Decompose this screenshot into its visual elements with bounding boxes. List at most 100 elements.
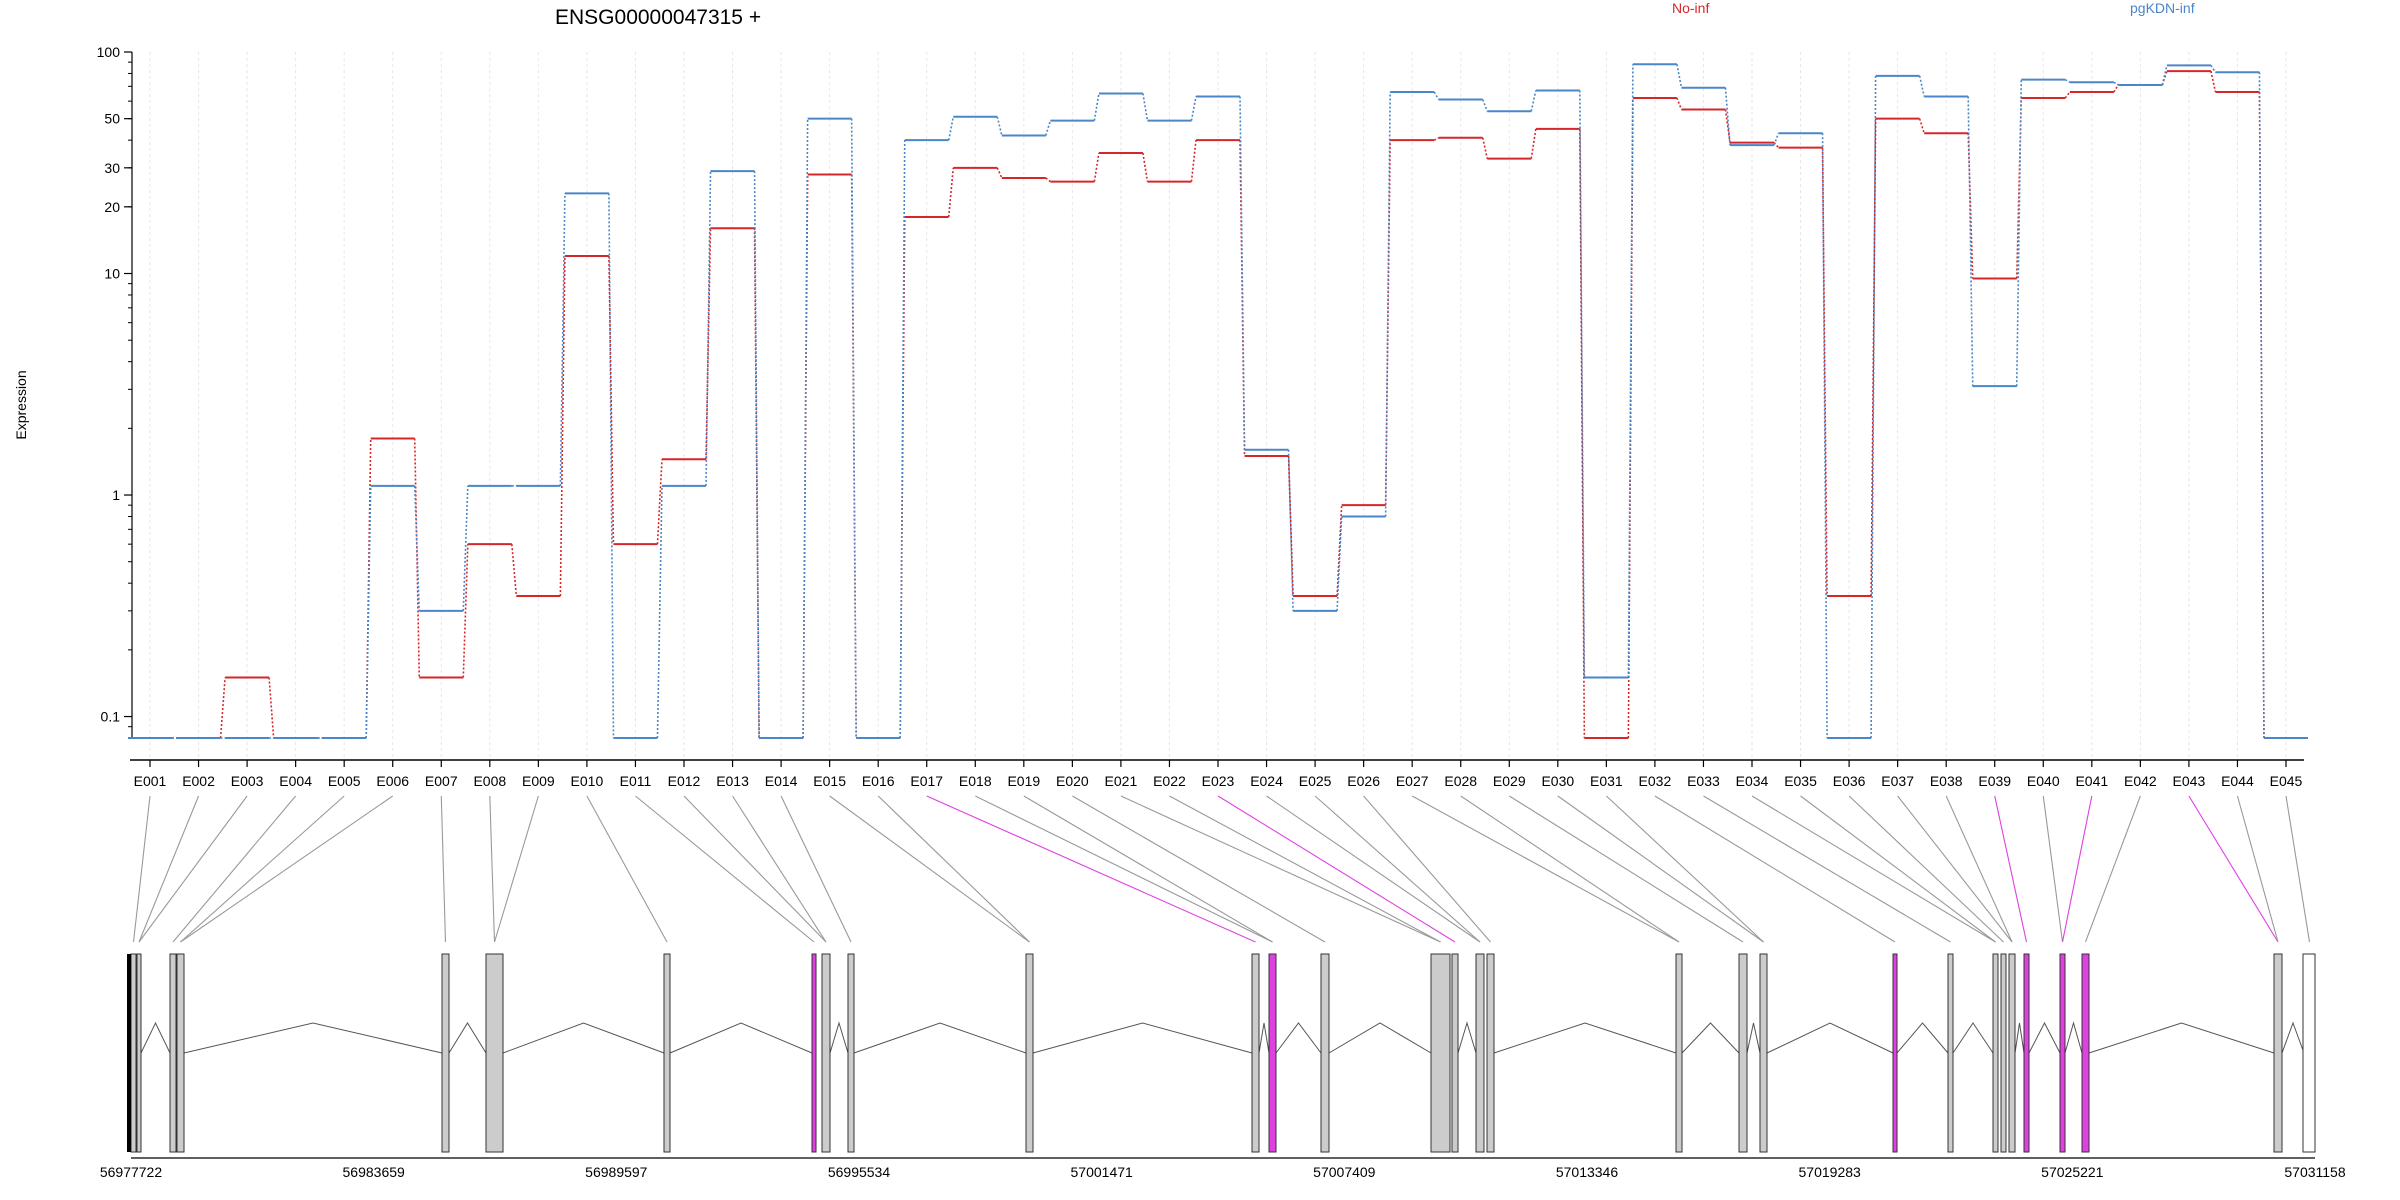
mapping-line xyxy=(829,795,1030,943)
x-tick-label: E006 xyxy=(376,773,409,789)
mapping-line xyxy=(1897,795,2013,943)
connector-pgkdn-inf xyxy=(2258,72,2265,739)
intron xyxy=(2088,1022,2275,1054)
genomic-tick-label: 57031158 xyxy=(2284,1164,2345,1180)
y-tick-label: 0.1 xyxy=(101,709,121,725)
mapping-line xyxy=(1460,795,1680,943)
intron xyxy=(2281,1021,2305,1054)
connector-pgkdn-inf xyxy=(1579,90,1586,678)
exon xyxy=(1430,953,1451,1153)
connector-no-inf xyxy=(1821,147,1828,597)
connector-pgkdn-inf xyxy=(753,171,760,739)
connector-pgkdn-inf xyxy=(1190,96,1197,121)
genomic-axis: 56977722 56983659 56989597 56995534 57001471… xyxy=(100,1164,2346,1180)
mapping-line xyxy=(1363,795,1491,943)
genomic-tick-label: 57001471 xyxy=(1071,1164,1134,1180)
exon xyxy=(1025,953,1034,1153)
mapping-line xyxy=(1266,795,1481,943)
intron xyxy=(2028,1021,2061,1054)
mapping-line xyxy=(1800,795,1996,943)
genomic-tick-label: 56989597 xyxy=(585,1164,648,1180)
x-tick-label: E008 xyxy=(473,773,506,789)
connector-pgkdn-inf xyxy=(1142,93,1149,121)
y-axis-label: Expression xyxy=(13,370,29,439)
connector-no-inf xyxy=(219,677,226,739)
intron xyxy=(1952,1022,1994,1054)
mapping-line xyxy=(1654,795,1896,943)
x-tick-label: E004 xyxy=(279,773,312,789)
connector-pgkdn-inf xyxy=(608,193,615,739)
x-tick-label: E002 xyxy=(182,773,215,789)
connector-pgkdn-inf xyxy=(996,116,1003,136)
exon xyxy=(1451,953,1459,1153)
connector-no-inf xyxy=(1045,177,1051,183)
intron xyxy=(1896,1022,1949,1054)
x-tick-label: E001 xyxy=(134,773,167,789)
x-tick-label: E029 xyxy=(1493,773,1526,789)
mapping-line xyxy=(877,795,1030,943)
exon xyxy=(1947,953,1954,1153)
intron xyxy=(1766,1022,1894,1054)
mapping-line xyxy=(780,795,852,943)
mapping-line xyxy=(683,795,827,943)
connector-pgkdn-inf xyxy=(1384,91,1391,517)
mapping-line xyxy=(138,795,200,943)
series-layer xyxy=(128,63,2308,739)
exon xyxy=(441,953,450,1153)
gene-start-marker xyxy=(127,954,131,1152)
mapping-line xyxy=(138,795,248,943)
intron xyxy=(1457,1021,1477,1054)
mapping-line xyxy=(1751,795,1996,943)
mapping-line xyxy=(489,795,496,943)
connector-no-inf xyxy=(608,255,615,545)
mapping-line xyxy=(1557,795,1764,943)
connector-no-inf xyxy=(1433,137,1440,141)
exon xyxy=(847,953,855,1153)
connector-no-inf xyxy=(1093,152,1100,182)
x-tick-label: E009 xyxy=(522,773,555,789)
mapping-line xyxy=(132,795,151,943)
mapping-line xyxy=(1945,795,2013,943)
x-tick-label: E038 xyxy=(1930,773,1963,789)
x-tick-label: E007 xyxy=(425,773,458,789)
mapping-line xyxy=(635,795,815,943)
mapping-line xyxy=(2042,795,2064,943)
x-tick-label: E044 xyxy=(2221,773,2254,789)
mapping-line xyxy=(2236,795,2279,943)
exon xyxy=(1251,953,1260,1153)
intron xyxy=(1275,1022,1322,1054)
x-tick-label: E025 xyxy=(1299,773,1332,789)
connector-no-inf xyxy=(947,167,955,218)
mapping-line xyxy=(1023,795,1273,943)
mapping-line xyxy=(586,795,668,943)
connector-no-inf xyxy=(705,228,712,460)
highlighted-exon xyxy=(1268,953,1277,1153)
exon xyxy=(169,953,177,1153)
x-tick-label: E040 xyxy=(2027,773,2060,789)
connector-no-inf xyxy=(1287,455,1294,597)
connector-no-inf xyxy=(1579,128,1586,739)
x-tick-label: E034 xyxy=(1736,773,1769,789)
mapping-line xyxy=(1314,795,1481,943)
mapping-line xyxy=(180,795,345,943)
x-tick-label: E016 xyxy=(862,773,895,789)
exon xyxy=(2000,953,2007,1153)
genomic-tick-label: 57007409 xyxy=(1313,1164,1376,1180)
connector-pgkdn-inf xyxy=(1676,64,1683,88)
exon xyxy=(176,953,185,1153)
exon xyxy=(485,953,504,1153)
gene-end-box xyxy=(2302,953,2316,1153)
intron xyxy=(1681,1022,1740,1054)
connector-pgkdn-inf xyxy=(947,116,955,141)
intron xyxy=(853,1022,1027,1054)
connector-pgkdn-inf xyxy=(850,118,857,739)
intron xyxy=(1746,1022,1761,1054)
mapping-line xyxy=(172,795,297,943)
x-tick-label: E035 xyxy=(1784,773,1817,789)
x-tick-label: E010 xyxy=(571,773,604,789)
x-tick-label: E022 xyxy=(1153,773,1186,789)
exon xyxy=(2273,953,2283,1153)
legend-pgkdn-inf: pgKDN-inf xyxy=(2130,0,2195,16)
x-tick-label: E003 xyxy=(231,773,264,789)
